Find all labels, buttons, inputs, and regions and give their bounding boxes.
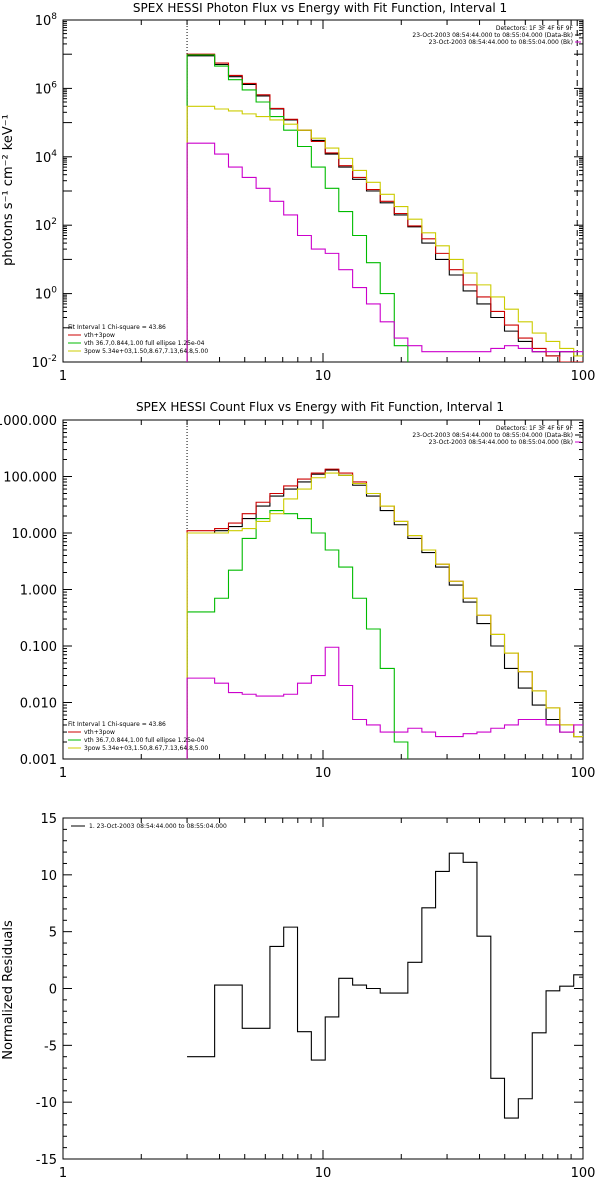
- y-tick-label: 10: [40, 869, 57, 884]
- x-tick-label: 10: [315, 369, 332, 384]
- legend-label: 23-Oct-2003 08:54:44.000 to 08:55:04.000…: [412, 432, 573, 439]
- legend-label: vth+3pow: [84, 729, 115, 736]
- x-tick-label: 1: [59, 1166, 67, 1181]
- legend-label: vth+3pow: [84, 332, 115, 339]
- series-group: [187, 852, 583, 1119]
- y-tick-label: 106: [35, 80, 58, 97]
- count-flux-title: SPEX HESSI Count Flux vs Energy with Fit…: [136, 400, 504, 414]
- y-tick-base: 10: [35, 151, 52, 166]
- legend-label: 1. 23-Oct-2003 08:54:44.000 to 08:55:04.…: [89, 823, 227, 830]
- legend-label: 23-Oct-2003 08:54:44.000 to 08:55:04.000…: [429, 439, 573, 446]
- y-tick-base: 10: [35, 288, 52, 303]
- legend-label: Fit Interval 1 Chi-square = 43.86: [68, 324, 166, 331]
- residuals-ylabel: Normalized Residuals: [1, 920, 16, 1060]
- y-tick-exponent: -2: [48, 354, 57, 364]
- series-line: [187, 852, 583, 1119]
- y-tick-label: -15: [36, 1153, 57, 1168]
- legend-label: vth 36.7,0.844,1.00 full ellipse 1.25e-0…: [84, 340, 205, 347]
- plot-frame: [62, 419, 584, 760]
- series-line: [186, 646, 583, 759]
- x-tick-label: 100: [571, 1166, 596, 1181]
- legend-label: 3pow 5.34e+03,1.50,8.67,7.13,64.8,5.00: [84, 348, 208, 355]
- legend-label: 23-Oct-2003 08:54:44.000 to 08:55:04.000…: [412, 32, 573, 39]
- legend-label: Detectors: 1F 3F 4F 6F 9F: [496, 425, 574, 432]
- y-tick-label: 10.000: [12, 527, 58, 542]
- y-tick-exponent: 2: [51, 217, 57, 227]
- y-tick-label: 0.010: [20, 697, 57, 712]
- y-tick-label: 100.000: [3, 471, 57, 486]
- y-tick-base: 10: [35, 219, 52, 234]
- series-line: [186, 54, 409, 362]
- x-tick-label: 10: [315, 766, 332, 781]
- y-tick-label: 0.100: [20, 640, 57, 655]
- y-tick-base: 10: [31, 356, 48, 371]
- y-tick-label: 0.001: [20, 753, 57, 768]
- series-line: [186, 55, 583, 362]
- y-tick-exponent: 6: [51, 80, 57, 90]
- y-tick-base: 10: [35, 82, 52, 97]
- series-line: [186, 472, 583, 759]
- y-tick-exponent: 8: [51, 12, 57, 22]
- series-line: [186, 105, 583, 362]
- legend-label: 3pow 5.34e+03,1.50,8.67,7.13,64.8,5.00: [84, 745, 208, 752]
- y-tick-label: 108: [35, 12, 58, 29]
- series-line: [186, 469, 583, 759]
- y-tick-label: 1000.000: [0, 414, 57, 429]
- series-line: [186, 53, 583, 362]
- x-tick-label: 100: [571, 766, 596, 781]
- plot-frame: [62, 19, 584, 363]
- y-tick-label: 15: [40, 812, 57, 827]
- y-tick-label: 10-2: [31, 354, 57, 371]
- y-tick-exponent: 0: [51, 286, 57, 296]
- series-group: [186, 53, 583, 362]
- legend-label: 23-Oct-2003 08:54:44.000 to 08:55:04.000…: [429, 39, 573, 46]
- y-tick-exponent: 4: [51, 149, 57, 159]
- y-tick-label: 102: [35, 217, 57, 234]
- series-line: [186, 142, 583, 362]
- legend-label: vth 36.7,0.844,1.00 full ellipse 1.25e-0…: [84, 737, 205, 744]
- x-tick-label: 1: [59, 766, 67, 781]
- legend-label: Detectors: 1F 3F 4F 6F 9F: [496, 25, 574, 32]
- y-tick-label: -10: [36, 1096, 57, 1111]
- y-tick-label: -5: [44, 1039, 57, 1054]
- series-line: [186, 509, 409, 759]
- photon-flux-title: SPEX HESSI Photon Flux vs Energy with Fi…: [133, 1, 507, 15]
- count-flux-panel: SPEX HESSI Count Flux vs Energy with Fit…: [0, 400, 595, 781]
- y-tick-label: 1.000: [20, 584, 57, 599]
- legend-label: Fit Interval 1 Chi-square = 43.86: [68, 721, 166, 728]
- x-tick-label: 1: [59, 369, 67, 384]
- y-tick-base: 10: [35, 14, 52, 29]
- photon-flux-panel: SPEX HESSI Photon Flux vs Energy with Fi…: [1, 1, 595, 384]
- x-tick-label: 100: [571, 369, 596, 384]
- series-group: [186, 468, 583, 759]
- y-tick-label: 5: [49, 926, 57, 941]
- x-tick-label: 10: [315, 1166, 332, 1181]
- y-tick-label: 0: [49, 983, 57, 998]
- residuals-panel: Normalized Residuals 1 10 100 -15 -10 -5 0 5 10 1…: [1, 812, 595, 1181]
- y-tick-label: 100: [35, 286, 58, 303]
- y-tick-label: 104: [35, 149, 58, 166]
- photon-flux-ylabel: photons s⁻¹ cm⁻² keV⁻¹: [1, 114, 16, 266]
